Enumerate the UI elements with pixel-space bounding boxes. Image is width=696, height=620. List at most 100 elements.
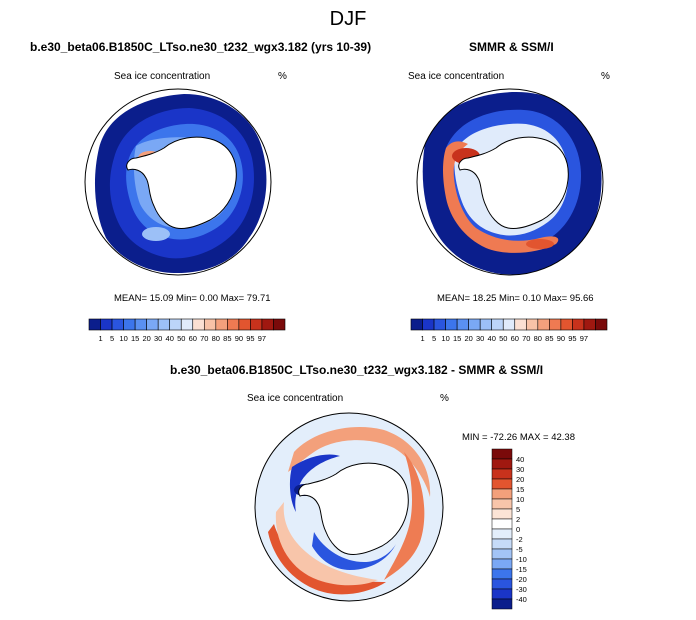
colorbar-swatch	[583, 318, 596, 331]
colorbar-swatch	[203, 318, 217, 331]
colorbar-swatch	[479, 318, 493, 331]
colorbar-tick-label: 30	[154, 334, 162, 343]
colorbar-swatch	[491, 448, 513, 460]
colorbar-swatch	[491, 498, 513, 510]
colorbar-swatch	[491, 468, 513, 480]
antarctica-landmass	[458, 136, 569, 229]
colorbar-swatch	[491, 558, 513, 570]
colorbar-tick-label: 60	[189, 334, 197, 343]
colorbar-swatch	[422, 318, 435, 331]
colorbar-tick-label: 30	[476, 334, 484, 343]
colorbar-swatch	[250, 318, 263, 331]
colorbar-tick-label: 5	[432, 334, 436, 343]
colorbar-swatch	[491, 508, 513, 520]
colorbar-tick-label: 80	[534, 334, 542, 343]
colorbar-tick-label: 1	[420, 334, 424, 343]
colorbar-tick-label: -30	[516, 585, 527, 594]
colorbar-swatch	[192, 318, 205, 331]
colorbar-tick-label: -40	[516, 595, 527, 604]
colorbar-swatch	[491, 598, 513, 610]
colorbar-tick-label: 15	[516, 485, 524, 494]
colorbar-tick-label: 10	[441, 334, 449, 343]
panel1-units-label: %	[278, 71, 287, 82]
map-boundary	[416, 88, 604, 276]
colorbar-tick-label: 10	[119, 334, 127, 343]
colorbar-swatch	[491, 588, 513, 600]
colorbar-swatch	[445, 318, 458, 331]
colorbar-tick-label: -20	[516, 575, 527, 584]
colorbar-swatch	[180, 318, 194, 331]
colorbar-swatch	[134, 318, 147, 331]
colorbar-tick-label: -5	[516, 545, 523, 554]
colorbar-tick-label: 40	[516, 455, 524, 464]
colorbar-tick-label: 20	[142, 334, 150, 343]
colorbar-tick-label: 95	[568, 334, 576, 343]
map-boundary	[84, 88, 272, 276]
colorbar-tick-label: 90	[557, 334, 565, 343]
colorbar-swatch	[491, 568, 513, 580]
panel2-title: SMMR & SSM/I	[469, 40, 554, 54]
colorbar-tick-label: 10	[516, 495, 524, 504]
colorbar-tick-label: 50	[177, 334, 185, 343]
colorbar-tick-label: 5	[110, 334, 114, 343]
colorbar-tick-label: 20	[516, 475, 524, 484]
panel3-variable-label: Sea ice concentration	[247, 393, 344, 404]
colorbar-tick-label: 30	[516, 465, 524, 474]
positive-band-south	[268, 524, 386, 595]
panel3-stats: MIN = -72.26 MAX = 42.38	[462, 432, 576, 443]
colorbar-swatch	[123, 318, 136, 331]
colorbar-swatch	[491, 548, 513, 560]
panel2-stats: MEAN= 18.25 Min= 0.10 Max= 95.66	[437, 293, 594, 304]
colorbar-tick-label: 2	[516, 515, 520, 524]
colorbar-swatch	[491, 518, 513, 530]
colorbar-tick-label: 15	[453, 334, 461, 343]
colorbar-swatch	[502, 318, 516, 331]
colorbar-swatch	[433, 318, 446, 331]
colorbar-swatch	[491, 478, 513, 490]
colorbar-swatch	[491, 528, 513, 540]
colorbar-swatch	[88, 318, 101, 331]
colorbar-tick-label: 1	[98, 334, 102, 343]
colorbar-swatch	[491, 578, 513, 590]
panel2-polar-map	[416, 88, 604, 276]
colorbar-swatch	[468, 318, 481, 331]
positive-band-east	[384, 452, 425, 580]
colorbar-swatch	[238, 318, 251, 331]
colorbar-swatch	[227, 318, 240, 331]
colorbar-tick-label: -10	[516, 555, 527, 564]
positive-band-north	[288, 426, 431, 497]
colorbar-swatch	[491, 488, 513, 500]
colorbar-swatch	[572, 318, 585, 331]
ice-high-ring	[443, 141, 559, 253]
colorbar-swatch	[537, 318, 550, 331]
colorbar-tick-label: 85	[223, 334, 231, 343]
colorbar-swatch	[157, 318, 171, 331]
colorbar-tick-label: 70	[522, 334, 530, 343]
panel1-colorbar: 1 5 10 15 20 30 40 50 60 70 80 85 90 95 97	[88, 318, 286, 343]
colorbar-tick-label: -2	[516, 535, 523, 544]
colorbar-tick-label: 97	[580, 334, 588, 343]
panel2-units-label: %	[601, 71, 610, 82]
colorbar-swatch	[595, 318, 608, 331]
colorbar-tick-label: 60	[511, 334, 519, 343]
colorbar-swatch	[169, 318, 182, 331]
page-title: DJF	[329, 8, 367, 30]
colorbar-swatch	[491, 458, 513, 470]
colorbar-swatch	[146, 318, 159, 331]
colorbar-swatch	[549, 318, 562, 331]
colorbar-tick-label: 0	[516, 525, 520, 534]
panel2-colorbar: 1 5 10 15 20 30 40 50 60 70 80 85 90 95 97	[410, 318, 608, 343]
colorbar-tick-label: 80	[212, 334, 220, 343]
negative-coast-south	[312, 532, 396, 570]
panel3-units-label: %	[440, 393, 449, 404]
colorbar-tick-label: 20	[464, 334, 472, 343]
colorbar-tick-label: 90	[235, 334, 243, 343]
panel3-polar-map	[254, 412, 444, 602]
panel1-stats: MEAN= 15.09 Min= 0.00 Max= 79.71	[114, 293, 271, 304]
colorbar-tick-label: 50	[499, 334, 507, 343]
colorbar-swatch	[111, 318, 124, 331]
map-boundary	[254, 412, 444, 602]
panel1-polar-map	[84, 88, 272, 276]
panel1-variable-label: Sea ice concentration	[114, 71, 211, 82]
